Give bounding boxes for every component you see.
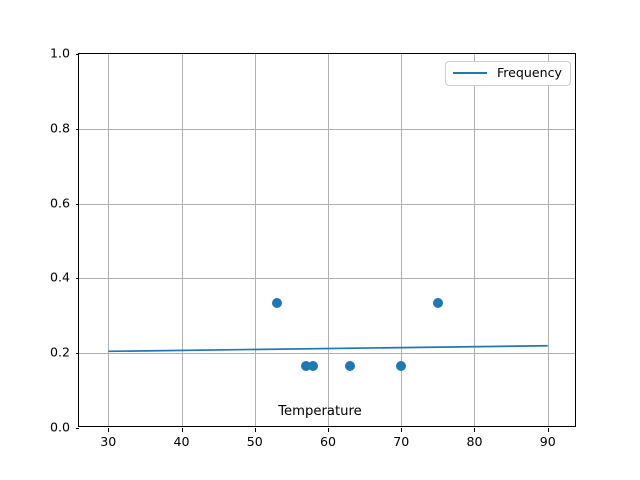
x-axis-label: Temperature	[278, 404, 362, 419]
scatter-point	[344, 360, 355, 371]
scatter-point	[396, 360, 407, 371]
y-tick-mark	[75, 428, 79, 429]
plot-axes: Frequency 30 40 50 60 70 80 90 0.0 0.2 0.4 0.6 0.8 1…	[50, 47, 576, 448]
x-tick-label: 80	[466, 434, 483, 449]
y-tick-mark	[75, 203, 79, 205]
y-tick-label: 1.0	[49, 45, 70, 61]
x-tick-mark	[254, 428, 256, 432]
x-tick-label: 40	[173, 434, 190, 449]
chart-legend[interactable]: Frequency	[444, 61, 571, 86]
y-tick-mark	[75, 54, 79, 55]
frequency-line-path	[108, 344, 548, 353]
x-tick-label: 30	[100, 434, 117, 449]
x-tick-mark	[474, 428, 476, 432]
scatter-point	[432, 298, 443, 309]
x-tick-mark	[328, 428, 329, 432]
legend-label-frequency: Frequency	[496, 65, 562, 80]
x-tick-mark	[547, 428, 549, 432]
x-gridline	[254, 54, 256, 426]
x-gridline	[401, 54, 403, 426]
y-gridline	[79, 203, 575, 205]
y-tick-label: 0.8	[49, 120, 70, 136]
y-tick-label: 0.6	[49, 195, 70, 211]
frequency-line-series	[108, 344, 548, 353]
x-gridline	[474, 54, 476, 426]
scatter-point	[301, 360, 312, 371]
x-tick-label: 90	[539, 434, 556, 449]
plot-surface	[79, 54, 575, 426]
y-tick-mark	[75, 128, 79, 130]
x-tick-label: 70	[393, 434, 410, 449]
y-tick-mark	[75, 278, 79, 280]
x-gridline	[547, 54, 549, 426]
y-tick-label: 0.0	[49, 419, 70, 435]
y-tick-label: 0.4	[49, 270, 70, 286]
x-gridline	[328, 54, 329, 426]
scatter-point	[308, 360, 319, 371]
x-tick-mark	[108, 428, 110, 432]
y-gridline	[79, 128, 575, 130]
x-tick-label: 50	[246, 434, 263, 449]
x-tick-mark	[181, 428, 183, 432]
x-gridline	[181, 54, 183, 426]
y-gridline	[79, 278, 575, 280]
y-gridline	[79, 353, 575, 355]
scatter-point	[271, 298, 282, 309]
x-tick-mark	[401, 428, 403, 432]
y-tick-label: 0.2	[49, 344, 70, 360]
x-gridline	[108, 54, 110, 426]
x-tick-label: 60	[319, 434, 337, 449]
legend-line-swatch-icon	[452, 72, 487, 75]
y-tick-mark	[75, 353, 79, 355]
